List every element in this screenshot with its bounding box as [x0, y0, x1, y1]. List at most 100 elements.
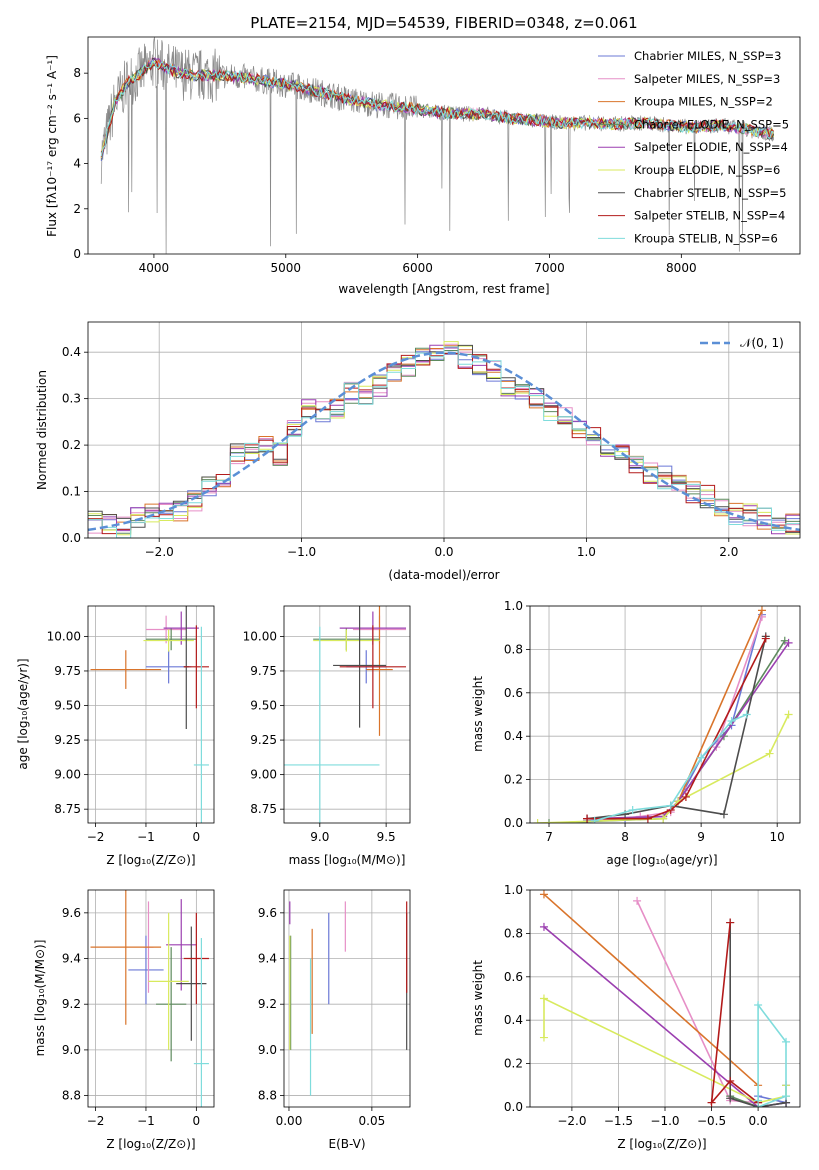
plot-area	[90, 606, 209, 823]
x-tick-label: 4000	[139, 261, 170, 275]
y-tick-label: 9.75	[250, 664, 277, 678]
weight-marker	[726, 1094, 735, 1103]
weight-marker	[765, 749, 774, 758]
y-tick-label: 9.50	[250, 699, 277, 713]
x-tick-label: 2.0	[719, 545, 738, 559]
weight-marker	[697, 753, 706, 762]
x-tick-label: 7	[545, 830, 553, 844]
y-tick-label: 8	[73, 66, 81, 80]
weight-marker	[628, 805, 637, 814]
x-tick-label: 0	[193, 830, 201, 844]
panel-0: 4000 5000 6000 7000 8000 0 2 4 6 8 Chabrier MILES,…	[73, 36, 801, 275]
x-axis-label: Z [log₁₀(Z/Z⊙)]	[617, 1137, 706, 1151]
x-axis-label: Z [log₁₀(Z/Z⊙)]	[106, 1137, 195, 1151]
weight-line-2	[677, 609, 763, 802]
y-tick-label: 6	[73, 111, 81, 125]
y-tick-label: 9.00	[250, 768, 277, 782]
chart-title: PLATE=2154, MJD=54539, FIBERID=0348, z=0…	[250, 14, 637, 32]
y-tick-label: 0	[73, 247, 81, 261]
x-axis-label: mass [log₁₀(M/M⊙)]	[289, 853, 406, 867]
x-tick-label: 0.00	[276, 1114, 303, 1128]
x-tick-label: 6000	[402, 261, 433, 275]
legend-label: Kroupa ELODIE, N_SSP=6	[634, 163, 780, 177]
y-tick-label: 0.8	[504, 926, 523, 940]
weight-line-7	[587, 638, 767, 820]
weight-marker	[533, 819, 542, 823]
weight-marker	[761, 634, 770, 643]
axes-frame	[283, 889, 411, 1108]
plot-area	[284, 606, 407, 823]
legend-label: Chabrier ELODIE, N_SSP=5	[634, 117, 789, 131]
x-tick-label: 0	[193, 1114, 201, 1128]
x-axis-label: wavelength [Angstrom, rest frame]	[338, 282, 549, 296]
weight-marker	[707, 1098, 716, 1107]
y-tick-label: 0.6	[504, 686, 523, 700]
x-tick-label: 5000	[271, 261, 302, 275]
y-axis-label: Normed distribution	[35, 370, 49, 490]
weight-marker	[784, 638, 793, 647]
x-tick-label: 8	[621, 830, 629, 844]
plot-area	[90, 890, 209, 1107]
x-tick-label: 8000	[666, 261, 697, 275]
weight-marker	[539, 994, 548, 1003]
plot-area	[533, 606, 793, 823]
weight-line-2	[543, 893, 759, 1086]
legend-label: Kroupa STELIB, N_SSP=6	[634, 231, 778, 245]
y-axis-label: mass weight	[471, 676, 485, 752]
x-tick-label: 0.0	[749, 1114, 768, 1128]
model-spectrum-7	[100, 60, 774, 158]
weight-marker	[784, 710, 793, 719]
x-tick-label: −1.5	[604, 1114, 633, 1128]
weight-marker	[727, 717, 736, 726]
model-spectrum-8	[100, 59, 774, 157]
y-tick-label: 9.0	[258, 1043, 277, 1057]
panel-7: −2.0 −1.5 −1.0 −0.5 0.0 0.0 0.2 0.4 0.6 0.8 1.0	[504, 883, 801, 1128]
x-tick-label: 7000	[534, 261, 565, 275]
y-tick-label: 0.1	[62, 485, 81, 499]
legend-label: Salpeter STELIB, N_SSP=4	[634, 209, 785, 223]
weight-line-3	[548, 640, 786, 823]
axes-frame	[529, 889, 801, 1108]
weight-marker	[782, 1092, 791, 1101]
axes-frame	[87, 321, 801, 539]
weight-marker	[726, 918, 735, 927]
y-tick-label: 0.2	[62, 438, 81, 452]
y-tick-label: 9.00	[54, 768, 81, 782]
axes-frame	[283, 605, 411, 824]
panel-6: 0.00 0.05 8.8 9.0 9.2 9.4 9.6	[258, 889, 411, 1128]
y-axis-label: Flux [fλ10⁻¹⁷ erg cm⁻² s⁻¹ A⁻¹]	[45, 55, 59, 237]
y-tick-label: 9.2	[258, 997, 277, 1011]
y-tick-label: 0.4	[504, 729, 523, 743]
weight-marker	[754, 1103, 763, 1107]
weight-line-6	[729, 922, 787, 1107]
y-tick-label: 8.75	[250, 802, 277, 816]
y-tick-label: 1.0	[504, 599, 523, 613]
weight-marker	[782, 1037, 791, 1046]
y-tick-label: 9.0	[62, 1043, 81, 1057]
y-tick-label: 10.00	[47, 629, 81, 643]
x-axis-label: age [log₁₀(age/yr)]	[606, 853, 717, 867]
y-tick-label: 9.4	[62, 952, 81, 966]
x-tick-label: −0.5	[697, 1114, 726, 1128]
x-tick-label: 9.5	[377, 830, 396, 844]
panel-2: −2 −1 0 8.75 9.00 9.25 9.50 9.75 10.00	[47, 605, 215, 844]
weight-marker	[590, 816, 599, 823]
panel-5: −2 −1 0 8.8 9.0 9.2 9.4 9.6	[62, 889, 215, 1128]
axes-frame	[87, 889, 215, 1108]
weight-marker	[545, 819, 554, 823]
weight-line-8	[594, 713, 748, 822]
weight-marker	[666, 801, 675, 810]
y-tick-label: 9.25	[54, 733, 81, 747]
y-tick-label: 0.4	[62, 345, 81, 359]
y-tick-label: 0.0	[504, 816, 523, 830]
y-tick-label: 8.75	[54, 802, 81, 816]
x-tick-label: −2	[87, 1114, 105, 1128]
x-tick-label: 0.05	[359, 1114, 386, 1128]
weight-marker	[726, 1076, 735, 1085]
weight-marker	[742, 710, 751, 719]
plot-area	[539, 890, 791, 1107]
legend-label: Kroupa MILES, N_SSP=2	[634, 95, 773, 109]
weight-marker	[539, 890, 548, 899]
y-axis-label: age [log₁₀(age/yr)]	[16, 658, 30, 769]
